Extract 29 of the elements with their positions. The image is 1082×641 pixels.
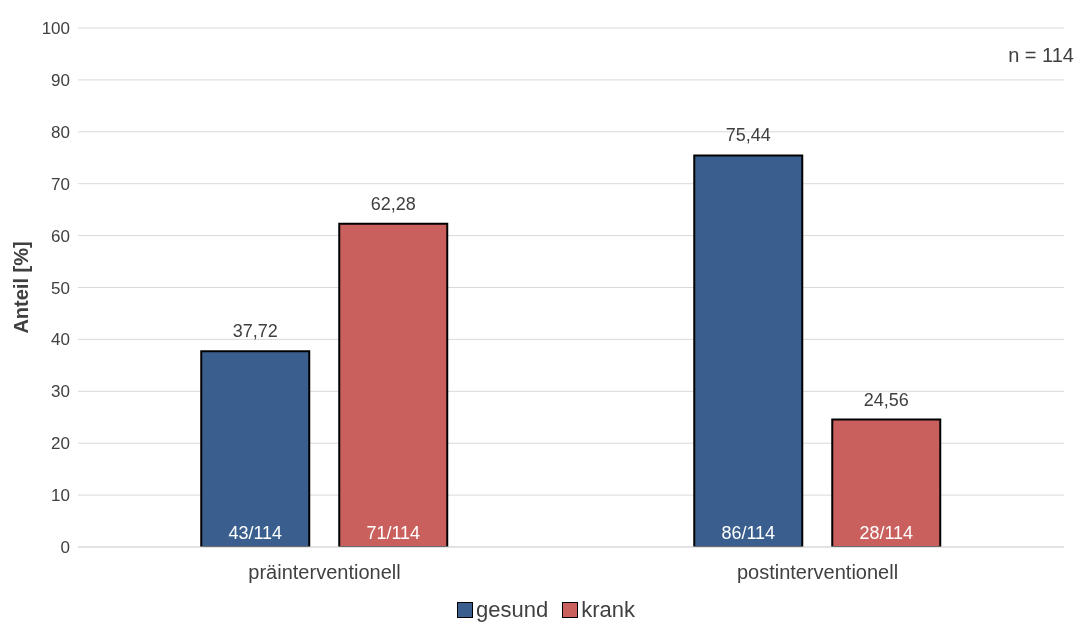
bar (831, 418, 942, 547)
bar (693, 154, 804, 547)
annotation: 43/114 (228, 523, 283, 543)
data-label: 24,56 (863, 389, 909, 410)
annotation: 86/114 (721, 523, 776, 543)
y-tick-label: 0 (60, 538, 70, 558)
annotation: 28/114 (859, 523, 914, 543)
data-label: 62,28 (370, 193, 416, 214)
y-tick-label: 30 (51, 382, 70, 402)
legend-label: gesund (475, 597, 549, 623)
y-axis-title: Anteil [%] (10, 241, 33, 334)
annotation: 71/114 (366, 523, 421, 543)
y-tick-label: 60 (51, 226, 70, 246)
y-tick-label: 50 (51, 278, 70, 298)
x-tick-label: präinterventionell (248, 561, 401, 584)
y-tick-label: 80 (51, 122, 70, 142)
y-tick-label: 40 (51, 330, 70, 350)
y-tick-label: 20 (51, 434, 70, 454)
legend-label: krank (580, 597, 635, 623)
x-tick-label: postinterventionell (736, 561, 899, 584)
y-tick-label: 90 (51, 70, 70, 90)
y-tick-label: 70 (51, 174, 70, 194)
data-label: 75,44 (725, 125, 771, 146)
bar (338, 222, 449, 547)
data-label: 37,72 (232, 321, 278, 342)
bar (200, 350, 311, 547)
annotation: n = 114 (1008, 44, 1074, 67)
y-tick-label: 100 (41, 19, 70, 39)
y-tick-label: 10 (51, 486, 70, 506)
